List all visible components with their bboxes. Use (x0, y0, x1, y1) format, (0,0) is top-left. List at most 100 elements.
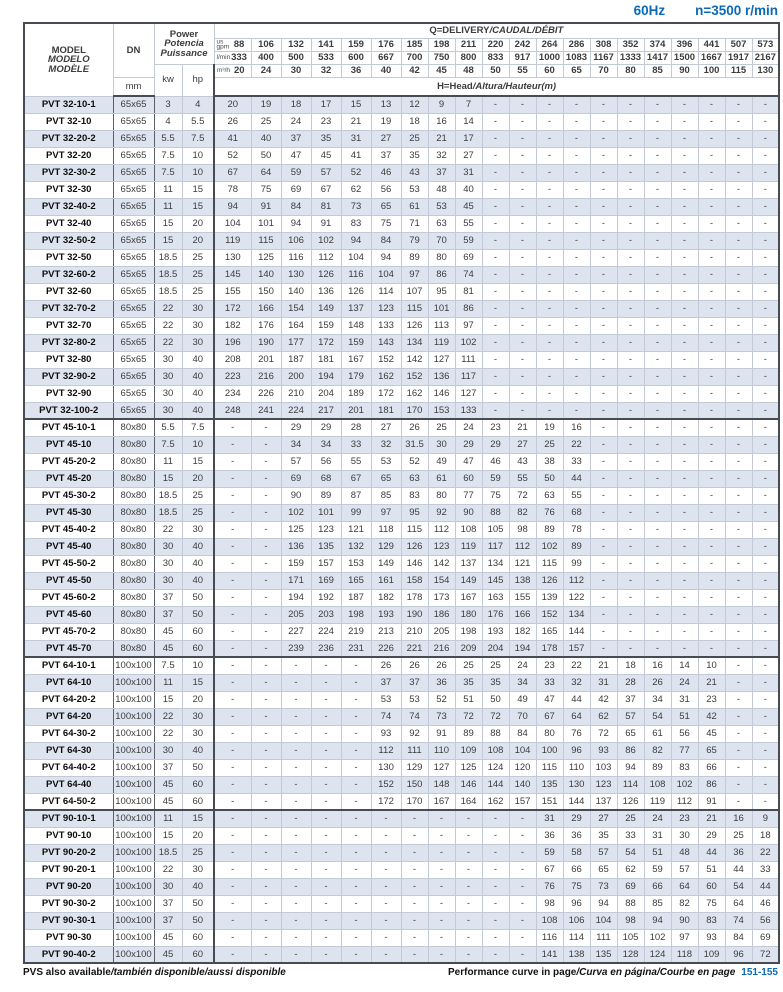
head-value: 65 (697, 741, 726, 760)
head-value: - (481, 112, 510, 131)
head-value: - (751, 384, 780, 403)
head-value: - (310, 860, 342, 879)
dn-value: 100x100 (112, 690, 155, 709)
head-value: 130 (370, 758, 402, 777)
head-value: 88 (616, 894, 645, 913)
frequency-label: 60Hz (633, 3, 666, 18)
head-value: 146 (400, 554, 429, 573)
head-value: 123 (370, 299, 402, 318)
curve-note-main: Performance curve in page (447, 967, 577, 978)
hp-value: 20 (181, 231, 215, 250)
model-name: PVT 90-30-1 (23, 911, 114, 930)
dn-value: 65x65 (112, 282, 155, 301)
head-value: - (616, 639, 645, 658)
head-value: - (340, 894, 372, 913)
head-value: - (454, 826, 483, 845)
power-header-es: Potencia (164, 38, 204, 49)
head-value: - (751, 707, 780, 726)
table-row: PVT 32-60-2 65x65 18.5 25 145 140 130 126 116 104… (23, 265, 780, 284)
table-row: PVT 45-70 80x80 45 60- -239 236 231 226 221 216 20… (23, 639, 780, 658)
table-row: PVT 90-30-1 100x100 37 50- - - - - - - - - - -108 106 1… (23, 911, 780, 930)
head-value: 53 (427, 197, 456, 216)
table-row: PVT 32-30 65x65 11 15 78 75 69 67 62 56 53 48 40- - - -… (23, 180, 780, 199)
head-value: - (697, 129, 726, 148)
head-value: 26 (400, 418, 429, 437)
head-value: - (697, 214, 726, 233)
head-value: - (670, 486, 699, 505)
flow-value: 352 (616, 37, 645, 52)
head-value: - (670, 214, 699, 233)
head-value: 64 (250, 163, 282, 182)
model-header-es: MODELO (47, 54, 90, 65)
table-row: PVT 45-40-2 80x80 22 30- -125 123 121 118 115 112… (23, 520, 780, 539)
head-value: - (670, 231, 699, 250)
head-value: 43 (508, 452, 537, 471)
dn-value: 65x65 (112, 180, 155, 199)
head-value: - (280, 809, 312, 828)
hp-value: 40 (181, 554, 215, 573)
head-value: - (250, 826, 282, 845)
head-value: - (643, 231, 672, 250)
head-value: 127 (427, 758, 456, 777)
head-value: 74 (724, 911, 753, 930)
head-value: - (400, 945, 429, 964)
head-value: 144 (562, 622, 591, 641)
head-value: 72 (481, 707, 510, 726)
head-value: 29 (280, 418, 312, 437)
head-value: 48 (427, 180, 456, 199)
dn-value: 80x80 (112, 503, 155, 522)
head-value: 83 (670, 758, 699, 777)
head-value: - (751, 503, 780, 522)
head-value: 28 (340, 418, 372, 437)
head-value: 65 (589, 860, 618, 879)
head-value: - (724, 146, 753, 165)
flow-value: 750 (427, 50, 456, 65)
table-row: PVT 64-50-2 100x100 45 60- - - - -172 170 167 164 1… (23, 792, 780, 811)
head-value: - (508, 384, 537, 403)
kw-value: 30 (153, 367, 183, 386)
dn-value: 65x65 (112, 333, 155, 352)
head-value: - (280, 741, 312, 760)
head-value: - (616, 452, 645, 471)
head-value: 21 (697, 809, 726, 828)
head-value: 25 (427, 418, 456, 437)
hp-value: 15 (181, 452, 215, 471)
head-value: - (340, 911, 372, 930)
head-value: - (589, 265, 618, 284)
head-value: 166 (508, 605, 537, 624)
model-name: PVT 64-30 (23, 741, 114, 760)
head-value: - (616, 435, 645, 454)
head-value: 32 (562, 673, 591, 692)
kw-value: 37 (153, 758, 183, 777)
head-value: - (562, 333, 591, 352)
head-value: 74 (370, 707, 402, 726)
model-name: PVT 45-30-2 (23, 486, 114, 505)
head-value: 102 (535, 537, 564, 556)
model-name: PVT 45-40 (23, 537, 114, 556)
head-value: - (670, 129, 699, 148)
head-value: 25 (400, 129, 429, 148)
head-value: 149 (454, 571, 483, 590)
head-value: - (508, 877, 537, 896)
head-value: 29 (697, 826, 726, 845)
head-value: 129 (400, 758, 429, 777)
flow-value: 80 (616, 63, 645, 78)
head-value: 104 (213, 214, 252, 233)
head-value: - (616, 554, 645, 573)
head-value: 152 (400, 367, 429, 386)
head-value: 111 (589, 928, 618, 947)
head-value: 50 (250, 146, 282, 165)
head-value: - (751, 231, 780, 250)
table-row: PVT 45-50 80x80 30 40- -171 169 165 161 158 154 14… (23, 571, 780, 590)
head-value: - (724, 367, 753, 386)
head-value: - (697, 248, 726, 267)
head-value: - (535, 282, 564, 301)
head-value: 44 (697, 843, 726, 862)
head-value: 62 (589, 707, 618, 726)
hp-value: 15 (181, 197, 215, 216)
head-value: - (697, 316, 726, 335)
flow-value: 55 (508, 63, 537, 78)
model-name: PVT 32-50 (23, 248, 114, 267)
head-value: 97 (670, 928, 699, 947)
head-value: 58 (562, 843, 591, 862)
